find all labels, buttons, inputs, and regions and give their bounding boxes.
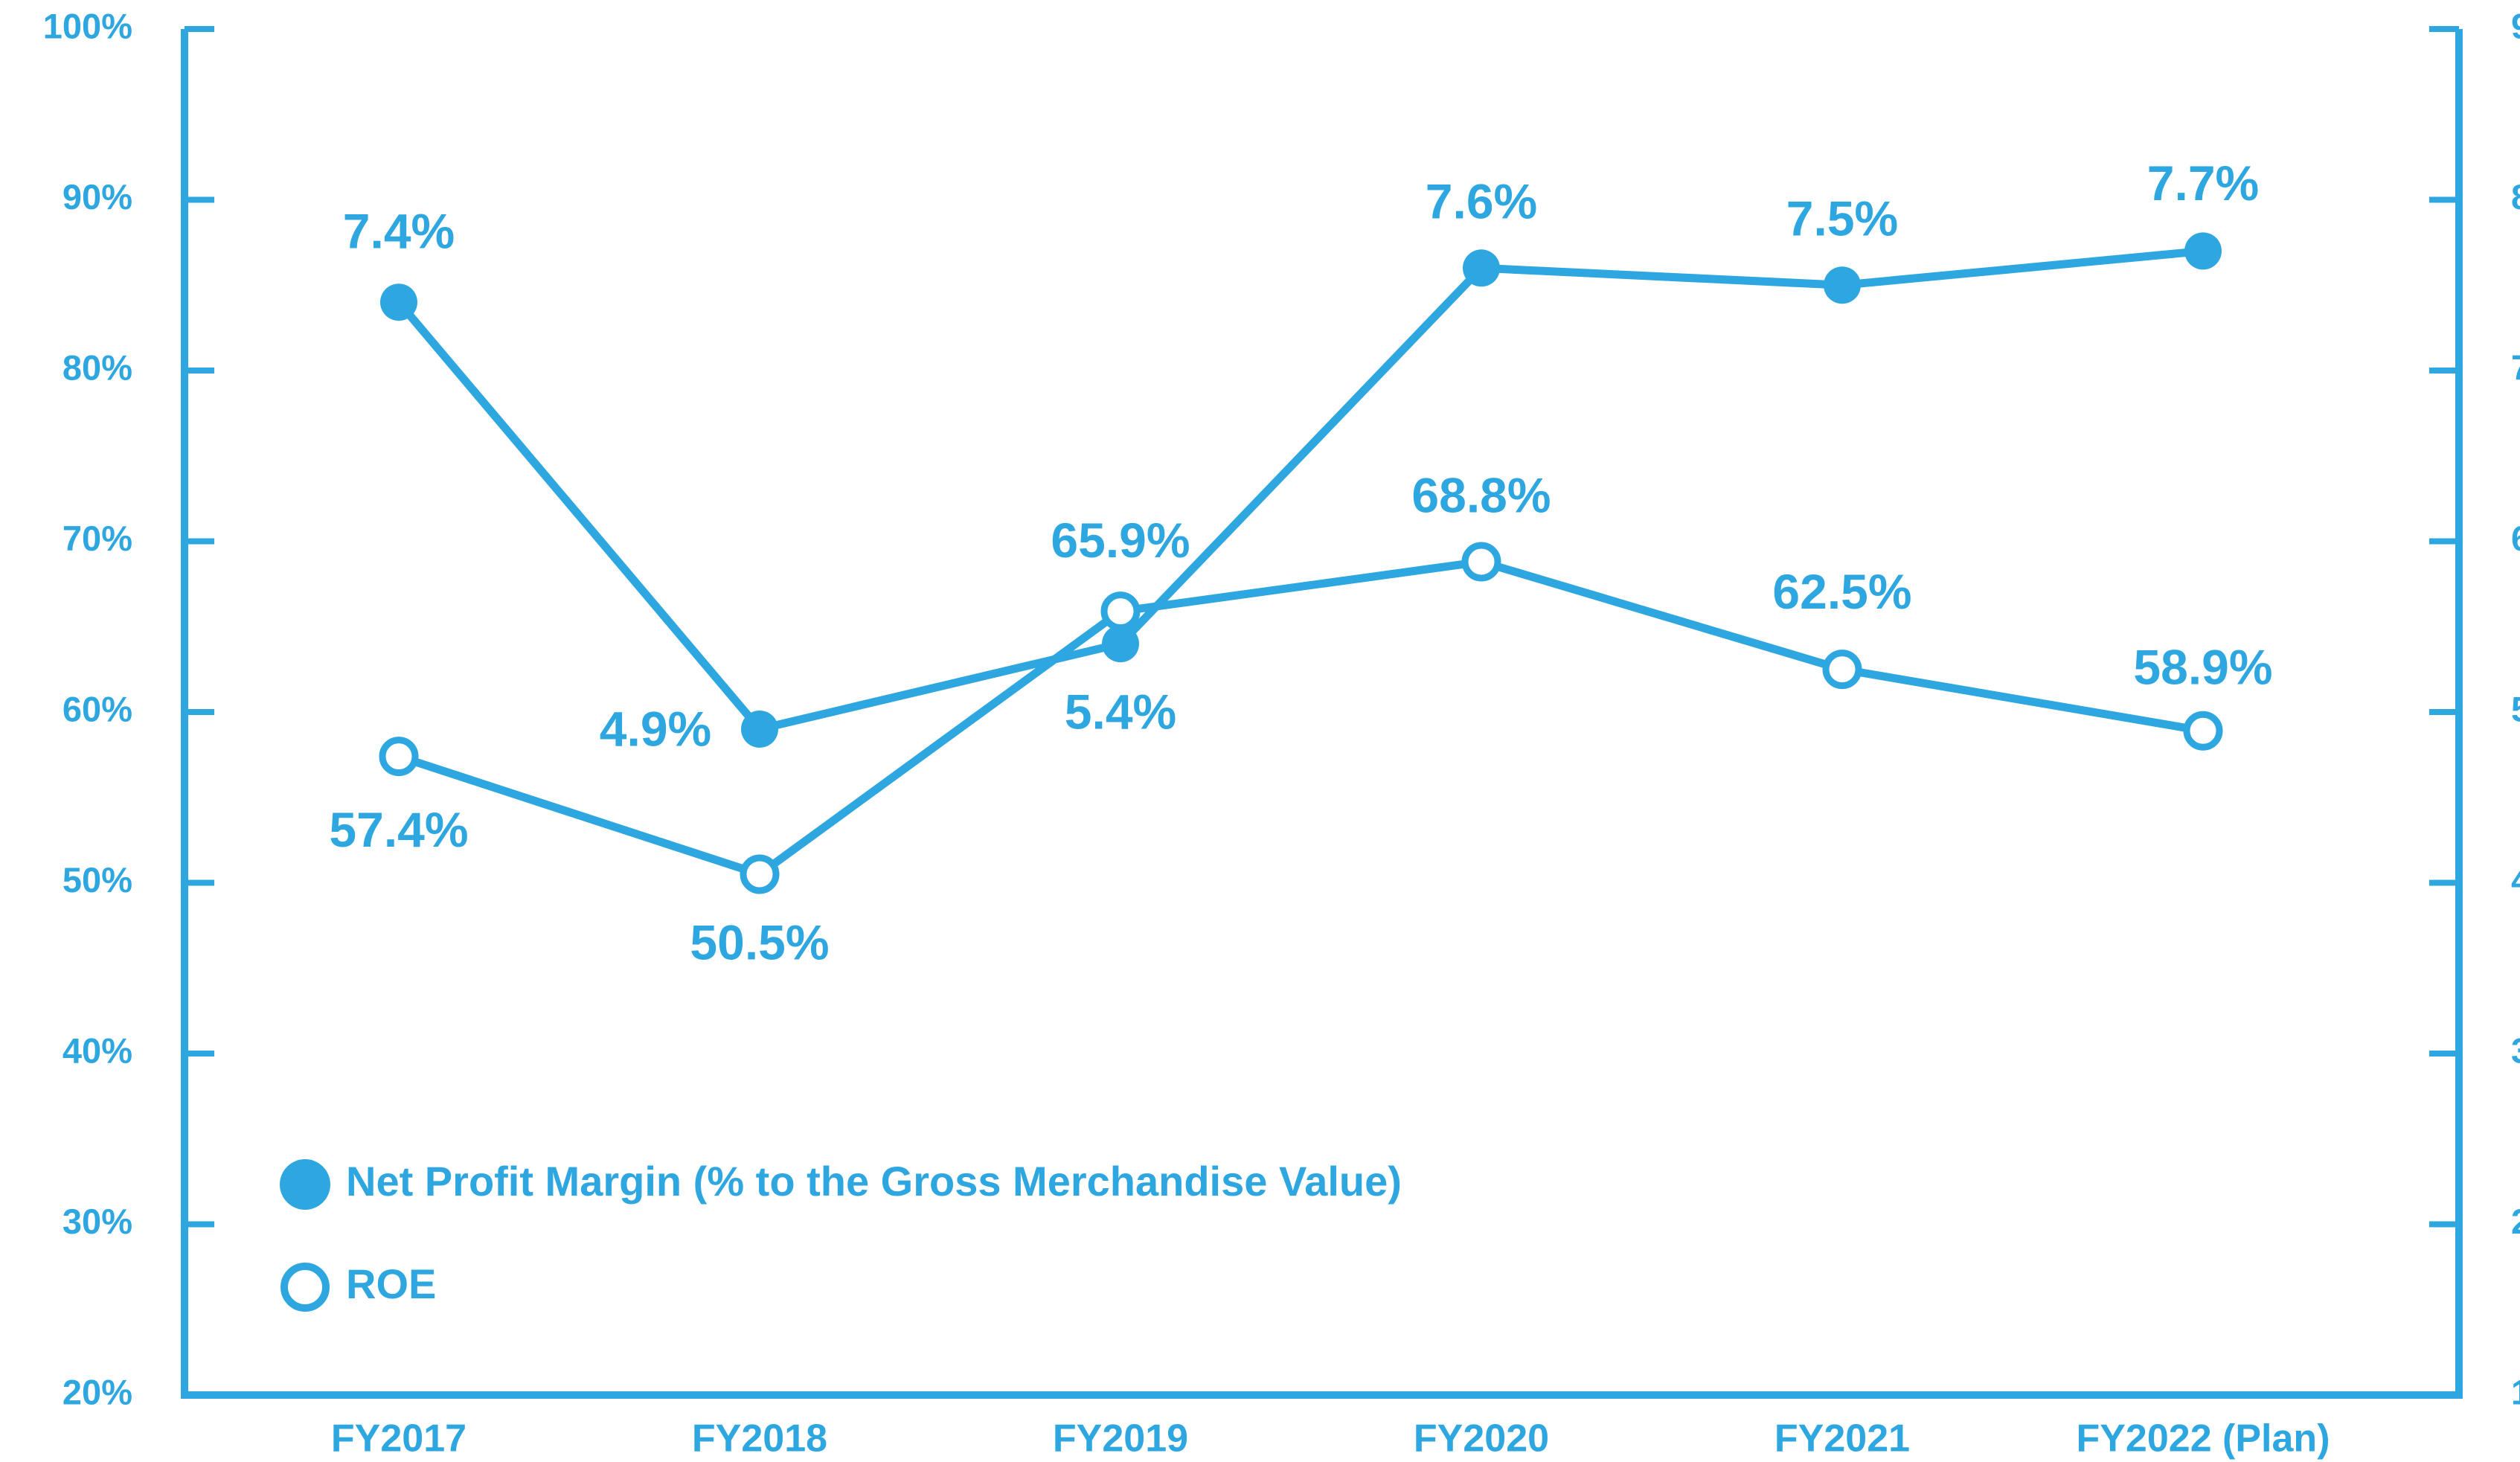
y-tick-label: 70% (62, 519, 132, 558)
chart: 20% 30% 40% 50% 60% 70% 80% 90% 100% 1% 2% 3% 4% 5% 6%… (0, 0, 2520, 1462)
y-tick-label: 20% (62, 1372, 132, 1411)
y-tick-label: 60% (62, 689, 132, 728)
x-tick-label: FY2022 (Plan) (2076, 1417, 2330, 1461)
x-tick-label: FY2020 (1414, 1417, 1549, 1461)
marker (1826, 653, 1859, 686)
y-tick-label: 80% (62, 347, 132, 387)
marker (382, 740, 415, 773)
legend-label: Net Profit Margin (% to the Gross Mercha… (346, 1158, 1402, 1205)
y-tick-label: 40% (62, 1030, 132, 1070)
data-label: 5.4% (1065, 684, 1176, 740)
marker (1824, 266, 1861, 304)
data-label: 68.8% (1411, 467, 1551, 522)
data-label: 62.5% (1772, 564, 1911, 619)
y2-tick-label: 7% (2511, 347, 2520, 387)
y-tick-label: 90% (62, 177, 132, 217)
data-label: 65.9% (1051, 513, 1190, 568)
x-tick-label: FY2018 (692, 1417, 827, 1461)
marker (2187, 714, 2219, 747)
y2-tick-label: 5% (2511, 689, 2520, 728)
y2-tick-label: 2% (2511, 1202, 2520, 1241)
legend-label: ROE (346, 1260, 436, 1307)
x-tick-label: FY2017 (331, 1417, 467, 1461)
y-tick-label: 100% (43, 6, 132, 45)
marker (380, 283, 417, 321)
y-tick-label: 30% (62, 1202, 132, 1241)
page: 20% 30% 40% 50% 60% 70% 80% 90% 100% 1% 2% 3% 4% 5% 6%… (0, 0, 2520, 1462)
y-tick-label: 50% (62, 860, 132, 900)
data-label: 57.4% (329, 802, 468, 857)
series-line (399, 251, 2203, 729)
data-label: 7.7% (2147, 156, 2259, 211)
data-label: 58.9% (2133, 640, 2272, 695)
marker (1463, 249, 1500, 286)
y2-tick-label: 9% (2511, 6, 2520, 45)
data-label: 50.5% (690, 914, 829, 969)
marker (741, 711, 778, 748)
marker (1104, 595, 1137, 628)
data-label: 7.5% (1786, 191, 1898, 246)
data-label: 4.9% (600, 701, 711, 756)
data-label: 7.4% (343, 204, 455, 259)
y2-tick-label: 4% (2511, 860, 2520, 900)
y2-tick-label: 1% (2511, 1372, 2520, 1411)
y2-tick-label: 8% (2511, 177, 2520, 217)
x-tick-label: FY2019 (1053, 1417, 1188, 1461)
data-label: 7.6% (1426, 174, 1537, 229)
marker (2184, 232, 2222, 269)
marker (743, 858, 776, 891)
marker (1465, 545, 1498, 578)
legend-marker (284, 1266, 326, 1308)
y2-tick-label: 3% (2511, 1030, 2520, 1070)
legend-marker (280, 1159, 330, 1210)
x-tick-label: FY2021 (1774, 1417, 1910, 1461)
y2-tick-label: 6% (2511, 519, 2520, 558)
